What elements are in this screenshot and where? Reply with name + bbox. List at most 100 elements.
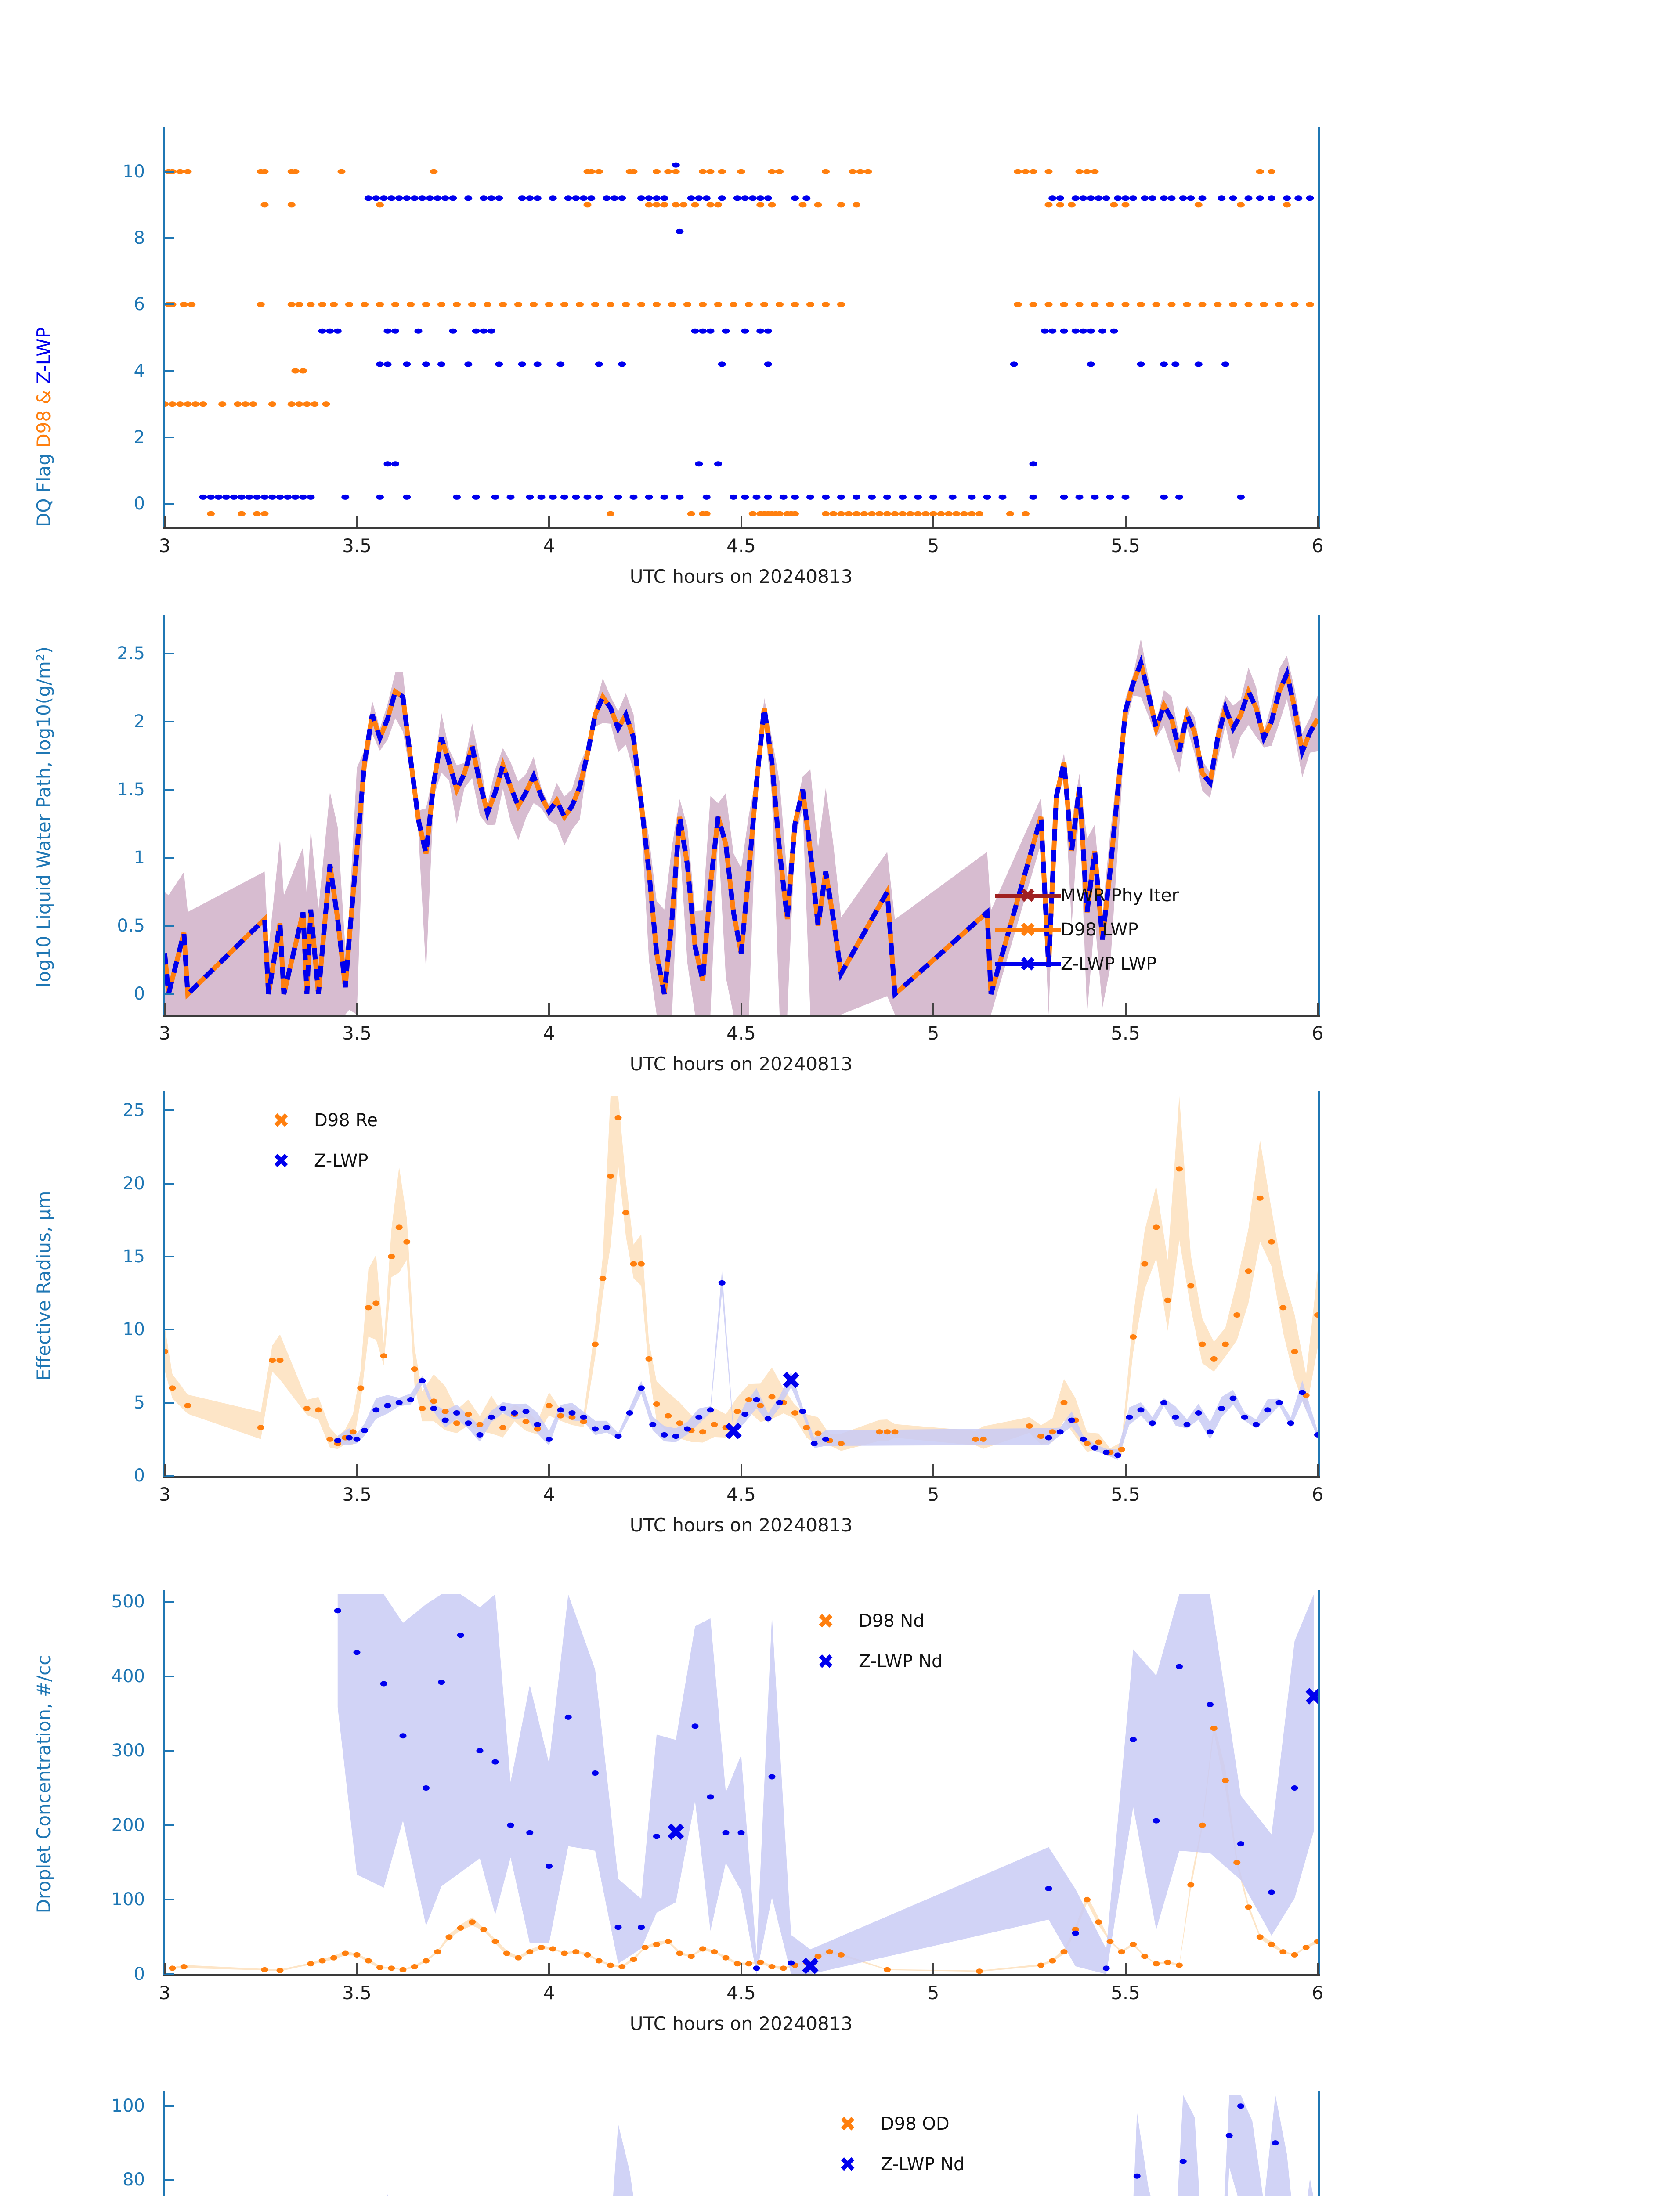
panel-lwp-xtick [1124, 1003, 1127, 1015]
legend-key: ✖ [995, 918, 1061, 941]
panel-lwp-xtick [1317, 1003, 1319, 1015]
panel-dq-flag-xtick-label: 3 [159, 535, 171, 556]
legend-key: ✖ [815, 2113, 881, 2135]
panel-od-ytick-label: 100 [111, 2096, 145, 2117]
legend-entry: ✖ Z-LWP LWP [995, 947, 1179, 981]
panel-dq-flag-ytick-label: 4 [134, 361, 145, 381]
panel-nd-ytick-label: 400 [111, 1666, 145, 1687]
panel-lwp-ytick [163, 857, 174, 859]
panel-dq-flag-xtick-label: 6 [1311, 535, 1324, 556]
legend-label: Z-LWP [314, 1151, 369, 1171]
panel-nd-xtick [548, 1963, 550, 1974]
panel-re-ytick [163, 1401, 174, 1404]
panel-re-xtick [164, 1464, 166, 1476]
panel-dq-flag-xtick-label: 4.5 [726, 535, 756, 556]
panel-nd-xtick-label: 3.5 [342, 1982, 372, 2004]
legend-label: D98 Re [314, 1110, 378, 1131]
panel-nd-ytick-label: 0 [134, 1964, 145, 1984]
panel-od-right-spine [1318, 2091, 1320, 2196]
panel-nd-ytick-label: 200 [111, 1815, 145, 1835]
legend-label: MWR Phy Iter [1061, 885, 1179, 906]
legend-marker-x: ✖ [272, 1149, 290, 1173]
legend-label: Z-LWP LWP [1061, 954, 1157, 974]
panel-lwp-ytick-label: 2.5 [117, 643, 145, 664]
panel-lwp-xtick-label: 4 [543, 1022, 555, 1044]
panel-od-ytick-label: 80 [123, 2170, 145, 2190]
panel-lwp-xtick [932, 1003, 934, 1015]
panel-nd-xtick [356, 1963, 358, 1974]
panel-re-ytick [163, 1109, 174, 1112]
panel-lwp-ytick [163, 720, 174, 722]
panel-od-legend: ✖ D98 OD ✖ Z-LWP Nd [815, 2104, 965, 2185]
panel-lwp-xtick-label: 4.5 [726, 1022, 756, 1044]
panel-od-plot-area: ✖✖✖✖✖ [165, 2095, 1318, 2196]
panel-nd-plot-area: ✖ ✖ ✖ [165, 1594, 1318, 1974]
legend-label: D98 OD [881, 2114, 950, 2134]
panel-nd-ytick-label: 300 [111, 1741, 145, 1761]
svg-text:✖: ✖ [800, 1953, 821, 1974]
panel-dq-flag-plot-area [165, 132, 1318, 527]
legend-marker-x: ✖ [817, 1609, 835, 1633]
panel-re-ytick-label: 25 [123, 1100, 145, 1121]
panel-re-xtick-label: 6 [1311, 1484, 1324, 1505]
panel-nd-xtick-label: 5.5 [1111, 1982, 1140, 2004]
panel-lwp-ytick [163, 993, 174, 995]
svg-text:✖: ✖ [781, 1366, 802, 1395]
legend-entry: ✖ Z-LWP Nd [815, 2144, 965, 2185]
panel-re-xtick-label: 5 [927, 1484, 939, 1505]
legend-key: ✖ [248, 1109, 314, 1132]
svg-text:✖: ✖ [723, 1418, 744, 1446]
panel-re-xtick-label: 4.5 [726, 1484, 756, 1505]
legend-line-swatch [995, 894, 1061, 898]
legend-marker-x: ✖ [1019, 884, 1037, 907]
panel-nd-xtick-label: 5 [927, 1982, 939, 2004]
panel-lwp-xtick [356, 1003, 358, 1015]
panel-dq-flag-ytick [163, 436, 174, 438]
panel-re-legend: ✖ D98 Re ✖ Z-LWP [248, 1100, 378, 1181]
svg-text:✖: ✖ [665, 1818, 686, 1847]
panel-nd-xtick [932, 1963, 934, 1974]
panel-re-xtick [356, 1464, 358, 1476]
panel-nd-ytick [163, 1600, 174, 1603]
legend-label: Z-LWP Nd [881, 2154, 965, 2174]
legend-entry: ✖ D98 Re [248, 1100, 378, 1141]
panel-re-ytick [163, 1475, 174, 1477]
panel-nd-xtick [1124, 1963, 1127, 1974]
legend-entry: ✖ D98 LWP [995, 913, 1179, 947]
legend-entry: ✖ Z-LWP Nd [793, 1641, 943, 1682]
svg-text:✖: ✖ [1304, 1683, 1318, 1712]
panel-od-ytick [163, 2105, 174, 2107]
panel-re-xtick [932, 1464, 934, 1476]
panel-nd-ytick-label: 500 [111, 1591, 145, 1612]
panel-re-xtick-label: 5.5 [1111, 1484, 1140, 1505]
panel-dq-flag-right-spine [1318, 127, 1320, 527]
legend-key: ✖ [995, 953, 1061, 975]
panel-nd-xtick-label: 3 [159, 1982, 171, 2004]
panel-re-ytick-label: 5 [134, 1392, 145, 1413]
panel-lwp-xtick-label: 5 [927, 1022, 939, 1044]
panel-od-y-axis-line [163, 2091, 165, 2196]
panel-nd-xtick [740, 1963, 742, 1974]
panel-re-plot-area: ✖ ✖ [165, 1096, 1318, 1476]
panel-lwp-xtick-label: 6 [1311, 1022, 1324, 1044]
legend-key: ✖ [248, 1149, 314, 1172]
panel-nd-xtick-label: 6 [1311, 1982, 1324, 2004]
panel-lwp-xtick [548, 1003, 550, 1015]
legend-entry: ✖ Z-LWP [248, 1141, 378, 1181]
panel-lwp-ytick-label: 1 [134, 848, 145, 868]
legend-key: ✖ [793, 1650, 859, 1673]
panel-dq-flag-xtick [932, 516, 934, 527]
panel-dq-flag-xtick-label: 5 [927, 535, 939, 556]
panel-nd-x-axis-line [163, 1974, 1320, 1976]
panel-re-xtick-label: 4 [543, 1484, 555, 1505]
legend-entry: ✖ MWR Phy Iter [995, 878, 1179, 913]
panel-re-ytick-label: 20 [123, 1173, 145, 1194]
legend-marker-x: ✖ [817, 1650, 835, 1673]
legend-line-swatch [995, 928, 1061, 932]
panel-re-xtick [548, 1464, 550, 1476]
legend-key: ✖ [995, 884, 1061, 907]
panel-dq-flag-xtick [1124, 516, 1127, 527]
panel-dq-flag-ytick-label: 10 [123, 161, 145, 182]
